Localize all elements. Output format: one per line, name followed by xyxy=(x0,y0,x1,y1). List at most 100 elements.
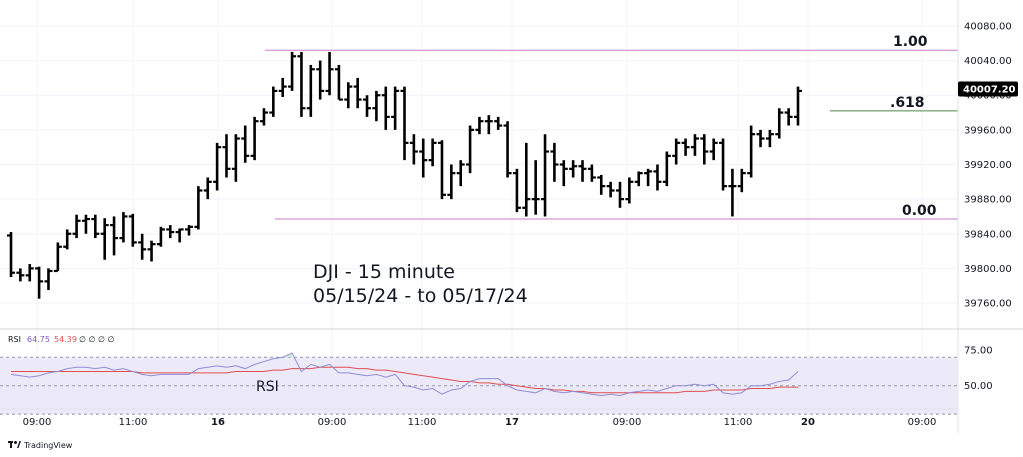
ohlc-bar xyxy=(447,164,456,200)
ohlc-bar xyxy=(494,116,503,130)
vertical-gridlines xyxy=(36,0,923,409)
ohlc-bar xyxy=(7,232,15,278)
rsi-panel-label: RSI xyxy=(256,379,279,395)
ohlc-bar xyxy=(728,168,737,217)
ohlc-bar xyxy=(690,134,699,156)
ohlc-bar xyxy=(119,212,128,243)
ohlc-bar xyxy=(175,228,184,243)
ohlc-bar xyxy=(737,168,746,193)
price-tick-label: 39960.00 xyxy=(964,125,1012,136)
ohlc-bar xyxy=(231,134,240,182)
ohlc-bar xyxy=(765,129,774,148)
horizontal-gridlines xyxy=(0,25,958,304)
ohlc-bar xyxy=(241,125,250,163)
time-tick-label: 09:00 xyxy=(318,417,347,428)
ohlc-bar xyxy=(363,95,372,117)
rsi-legend-value-2: 54.39 xyxy=(54,335,77,344)
ohlc-bar xyxy=(344,82,353,109)
ohlc-bar xyxy=(35,266,44,299)
rsi-line xyxy=(10,352,799,397)
ohlc-bar xyxy=(615,181,624,208)
ohlc-bar xyxy=(456,160,465,187)
ohlc-bar xyxy=(372,90,381,122)
ohlc-bar xyxy=(747,125,756,178)
rsi-legend-extra: ∅ ∅ ∅ ∅ xyxy=(79,335,115,344)
ohlc-bar xyxy=(569,160,578,178)
ohlc-bar xyxy=(288,51,297,91)
ohlc-bar xyxy=(400,86,409,161)
ohlc-bar xyxy=(681,138,690,156)
ohlc-bar xyxy=(606,181,615,198)
ohlc-bar xyxy=(756,129,765,148)
tradingview-logo[interactable]: TradingView xyxy=(8,441,73,450)
ohlc-bar xyxy=(419,138,428,178)
ohlc-bar xyxy=(634,171,643,187)
ohlc-bar xyxy=(213,142,222,191)
time-tick-label: 11:00 xyxy=(119,417,148,428)
time-tick-label: 16 xyxy=(211,417,225,428)
ohlc-bar xyxy=(484,115,493,135)
rsi-ma-line xyxy=(11,366,798,394)
ohlc-bar xyxy=(381,86,390,130)
ohlc-bar xyxy=(250,116,259,161)
ohlc-bar xyxy=(475,116,484,135)
ohlc-bar xyxy=(166,225,175,239)
ohlc-bar xyxy=(503,121,512,178)
ohlc-bar xyxy=(72,214,81,239)
ohlc-bar xyxy=(784,108,793,126)
ohlc-bar xyxy=(541,134,550,217)
ohlc-bar xyxy=(672,138,681,165)
ohlc-bar xyxy=(559,160,568,187)
ohlc-bar xyxy=(325,51,334,96)
ohlc-bar xyxy=(128,213,137,247)
ohlc-bar xyxy=(587,164,596,182)
ohlc-bar xyxy=(44,268,53,291)
time-tick-label: 20 xyxy=(801,417,815,428)
ohlc-bar xyxy=(185,225,194,236)
ohlc-bar xyxy=(53,242,62,273)
price-scale[interactable]: 40080.0040040.0040000.0039960.0039920.00… xyxy=(964,21,1012,309)
ohlc-bar xyxy=(138,233,147,260)
ohlc-bar xyxy=(334,64,343,101)
ohlc-bar xyxy=(644,168,653,187)
time-axis[interactable]: 09:00 11:00 16 09:00 11:00 17 09:00 11:00 20 09:0… xyxy=(23,417,937,428)
rsi-panel: 75.00 50.00 xyxy=(0,346,993,415)
ohlc-bar xyxy=(719,138,728,191)
rsi-tick-label: 50.00 xyxy=(964,381,993,392)
ohlc-bar xyxy=(25,264,34,282)
ohlc-bar xyxy=(156,226,165,247)
ohlc-bar xyxy=(306,64,315,117)
tradingview-brand-text: TradingView xyxy=(23,441,73,450)
price-tick-label: 39760.00 xyxy=(964,299,1012,310)
tradingview-logo-icon xyxy=(8,441,21,448)
ohlc-bar xyxy=(194,186,203,230)
ohlc-bar xyxy=(625,177,634,204)
fib-level-label: 0.00 xyxy=(902,203,937,219)
fib-level-label: 1.00 xyxy=(893,34,928,50)
price-tick-label: 39800.00 xyxy=(964,264,1012,275)
rsi-legend-label: RSI xyxy=(8,335,21,344)
time-tick-label: 09:00 xyxy=(613,417,642,428)
ohlc-bar xyxy=(437,140,446,200)
rsi-band xyxy=(0,357,958,415)
price-tick-label: 40080.00 xyxy=(964,21,1012,32)
time-tick-label: 17 xyxy=(505,417,519,428)
ohlc-bar xyxy=(775,108,784,139)
last-price-badge: 40007.20 xyxy=(958,81,1018,97)
ohlc-bar xyxy=(409,134,418,165)
rsi-legend-value-1: 64.75 xyxy=(27,335,50,344)
last-price-label: 40007.20 xyxy=(963,85,1016,96)
price-tick-label: 39920.00 xyxy=(964,160,1012,171)
price-tick-label: 39840.00 xyxy=(964,229,1012,240)
time-tick-label: 09:00 xyxy=(23,417,52,428)
ohlc-bars xyxy=(7,51,802,299)
ohlc-bar xyxy=(353,77,362,109)
ohlc-bar xyxy=(794,86,802,126)
time-tick-label: 09:00 xyxy=(908,417,937,428)
ohlc-bar xyxy=(522,142,531,217)
fib-level-label: .618 xyxy=(890,95,925,111)
time-tick-label: 11:00 xyxy=(724,417,753,428)
rsi-legend[interactable]: RSI 64.75 54.39 ∅ ∅ ∅ ∅ xyxy=(8,335,115,344)
ohlc-bar xyxy=(147,240,156,262)
annotation-line-1: DJI - 15 minute xyxy=(313,261,455,283)
